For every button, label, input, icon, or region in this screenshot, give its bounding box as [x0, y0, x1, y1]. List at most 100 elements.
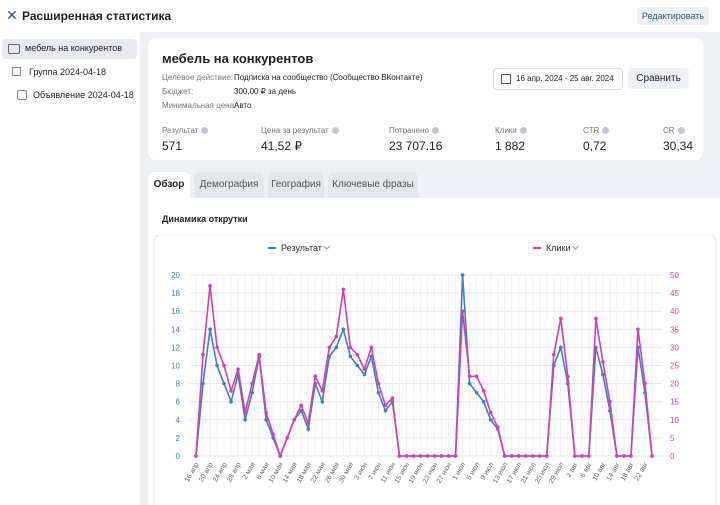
edit-button[interactable]: Редактировать: [637, 7, 709, 25]
header-title: Расширенная статистика: [22, 9, 172, 23]
chart-title: Динамика открутки: [162, 214, 248, 224]
y2-tick-label: 35: [670, 325, 679, 334]
point: [509, 454, 514, 458]
date-picker[interactable]: 16 апр. 2024 - 25 авг. 2024: [493, 68, 623, 90]
point: [236, 367, 240, 371]
point: [215, 345, 219, 350]
point: [573, 454, 577, 458]
point: [622, 454, 626, 458]
point: [271, 432, 275, 437]
point: [362, 372, 367, 377]
legend-label: Клики: [546, 243, 571, 253]
point: [559, 316, 563, 321]
point: [502, 454, 507, 458]
ad-icon: [17, 90, 27, 100]
field-value: Подписка на сообщество (Сообщество ВКонт…: [234, 73, 423, 82]
field-value: Авто: [234, 101, 252, 110]
point: [306, 427, 311, 431]
point: [194, 454, 198, 458]
help-icon[interactable]: [331, 127, 339, 135]
sidebar-item[interactable]: мебель на конкурентов: [25, 43, 123, 53]
help-icon[interactable]: [201, 127, 209, 135]
point: [615, 454, 619, 458]
point: [481, 389, 486, 393]
metric-value: 41,52 ₽: [261, 139, 302, 153]
tab[interactable]: Демография: [194, 172, 264, 198]
sidebar: мебель на конкурентов Группа 2024-04-18 …: [0, 32, 140, 505]
point: [222, 363, 226, 368]
point: [559, 345, 563, 350]
point: [201, 381, 205, 386]
point: [201, 352, 205, 357]
point: [257, 352, 261, 357]
metric-value: 0,72: [583, 139, 607, 153]
point: [425, 454, 430, 458]
point: [334, 345, 339, 350]
metric-label: CTR: [583, 126, 610, 135]
sidebar-item[interactable]: Объявление 2024-04-18: [33, 90, 134, 100]
y-tick-label: 16: [171, 307, 180, 316]
point: [264, 418, 268, 422]
campaign-title: мебель на конкурентов: [162, 51, 314, 66]
point: [481, 399, 486, 404]
field-label: Целевое действие:: [162, 73, 234, 82]
legend-chevron: [323, 245, 331, 250]
y2-tick-label: 10: [670, 416, 679, 425]
point: [516, 454, 521, 458]
point: [215, 363, 219, 368]
point: [587, 454, 591, 458]
help-icon[interactable]: [677, 127, 685, 135]
compare-button[interactable]: Сравнить: [628, 68, 689, 89]
point: [348, 345, 353, 350]
point: [537, 454, 542, 458]
point: [453, 454, 458, 458]
metric-label: Результат: [162, 126, 209, 135]
help-icon[interactable]: [519, 127, 527, 135]
point: [530, 454, 535, 458]
tab[interactable]: География: [268, 172, 324, 198]
calendar-icon: [501, 74, 511, 84]
point: [594, 316, 598, 321]
y2-tick-label: 0: [670, 452, 675, 461]
point: [341, 287, 346, 292]
point: [544, 454, 549, 458]
y2-tick-label: 25: [670, 362, 679, 371]
sidebar-item[interactable]: Группа 2024-04-18: [29, 67, 107, 77]
y-tick-label: 2: [176, 434, 181, 443]
close-icon[interactable]: ✕: [6, 7, 18, 23]
point: [341, 327, 346, 332]
metric-label: CR: [663, 126, 685, 135]
campaign-card: мебель на конкурентов Целевое действие: …: [148, 38, 703, 160]
point: [474, 390, 479, 395]
y-tick-label: 20: [171, 271, 180, 280]
help-icon[interactable]: [602, 127, 610, 135]
metric-value: 571: [162, 139, 183, 153]
y2-tick-label: 40: [670, 307, 679, 316]
point: [488, 418, 493, 422]
point: [390, 396, 395, 400]
tab[interactable]: Обзор: [148, 172, 190, 198]
point: [467, 381, 472, 386]
point: [208, 284, 212, 288]
point: [488, 410, 493, 415]
y-tick-label: 6: [176, 398, 181, 407]
legend-label: Результат: [281, 243, 322, 253]
point: [629, 454, 633, 458]
point: [278, 454, 282, 458]
chart: 024681012141618200510152025303540455016 …: [153, 235, 717, 505]
point: [566, 374, 570, 379]
point: [383, 403, 388, 408]
point: [334, 334, 339, 339]
point: [580, 454, 584, 458]
point: [292, 418, 297, 422]
tab[interactable]: Ключевые фразы: [328, 172, 418, 198]
help-icon[interactable]: [431, 127, 439, 135]
point: [250, 381, 254, 386]
point: [376, 390, 381, 395]
point: [467, 374, 472, 379]
point: [495, 425, 500, 429]
y-tick-label: 10: [171, 362, 180, 371]
metric-value: 23 707.16: [389, 139, 443, 153]
y-tick-label: 0: [176, 452, 181, 461]
